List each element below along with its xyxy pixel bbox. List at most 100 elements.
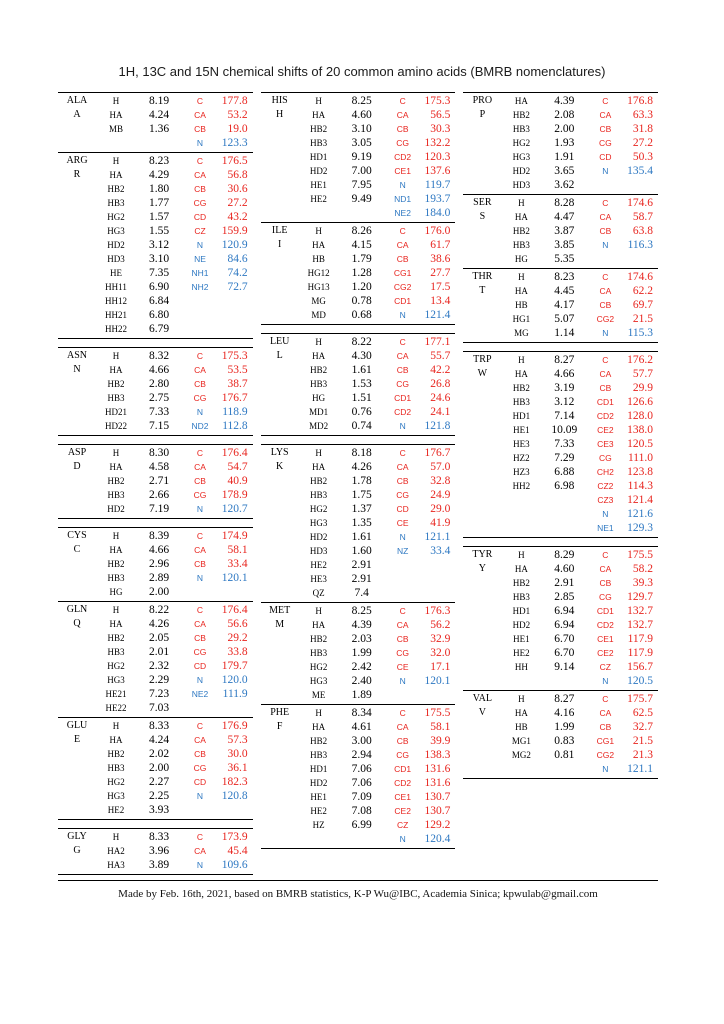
shift-rows: H 8.22 C 177.1 HA 4.30 CA 55.7 HB2 1.61 … (299, 335, 456, 433)
residue-code: Y (478, 563, 486, 574)
heavy-shift-value: 138.0 (627, 424, 654, 436)
proton-atom-name: HB2 (512, 578, 530, 588)
proton-atom-name: HB (312, 254, 325, 264)
amino-acid-block-glu: GLU E H 8.33 C 176.9 HA 4.24 CA 57.3 HB2… (58, 717, 253, 820)
heavy-shift-value: 137.6 (424, 165, 451, 177)
residue-code: M (275, 619, 285, 630)
heavy-shift-value: 32.9 (430, 633, 451, 645)
proton-atom-name: HH22 (105, 324, 127, 334)
shift-rows: H 8.30 C 176.4 HA 4.58 CA 54.7 HB2 2.71 … (96, 446, 253, 516)
heavy-shift-value: 56.5 (430, 109, 451, 121)
heavy-atom-name: CE2 (597, 648, 614, 658)
proton-atom-name: HB3 (512, 124, 530, 134)
proton-shift-value: 6.94 (554, 605, 575, 617)
shift-row: H 8.39 C 174.9 (96, 529, 253, 543)
shift-row: HG2 2.32 CD 179.7 (96, 659, 253, 673)
proton-shift-value: 8.34 (351, 707, 372, 719)
heavy-shift-value: 176.8 (627, 95, 654, 107)
proton-atom-name: HB3 (107, 573, 125, 583)
shift-row: HA 4.60 CA 56.5 (299, 108, 456, 122)
proton-shift-value: 4.30 (351, 350, 372, 362)
shift-row: HB2 2.71 CB 40.9 (96, 474, 253, 488)
proton-shift-value: 7.06 (351, 777, 372, 789)
heavy-shift-value (218, 803, 253, 817)
table-column-1: ALA A H 8.19 C 177.8 HA 4.24 CA 53.2 MB … (58, 92, 253, 875)
proton-atom-name: H (315, 448, 322, 458)
residue-code: A (73, 109, 81, 120)
proton-shift-value: 2.02 (148, 748, 170, 760)
proton-atom-name: HD1 (512, 606, 531, 616)
shift-row: HG3 1.55 CZ 159.9 (96, 224, 253, 238)
residue-label: GLN Q (58, 603, 96, 715)
proton-atom-name: HH2 (512, 481, 531, 491)
proton-shift-value: 1.53 (351, 378, 372, 390)
heavy-shift-value: 30.0 (227, 748, 248, 760)
proton-atom-name (501, 507, 541, 521)
heavy-shift-value: 120.5 (627, 438, 654, 450)
heavy-shift-value: 29.2 (227, 632, 248, 644)
shift-row: HA 4.39 C 176.8 (501, 94, 658, 108)
heavy-shift-value: 111.9 (222, 688, 248, 700)
residue-label: ASN N (58, 349, 96, 433)
proton-shift-value: 2.85 (554, 591, 575, 603)
proton-shift-value: 3.12 (148, 239, 170, 251)
residue-name: GLN (66, 604, 88, 615)
shift-row: N 123.3 (96, 136, 253, 150)
proton-shift-value: 0.74 (351, 420, 372, 432)
proton-atom-name: H (112, 448, 120, 458)
heavy-atom-name: CD (599, 152, 612, 162)
heavy-atom-name: CG (396, 648, 410, 658)
heavy-atom-name: CA (194, 170, 206, 180)
shift-row: HB2 3.19 CB 29.9 (501, 381, 658, 395)
proton-atom-name: HG2 (309, 662, 328, 672)
heavy-atom-name: C (399, 337, 406, 347)
heavy-atom-name: CB (194, 749, 206, 759)
proton-shift-value: 6.94 (554, 619, 575, 631)
heavy-shift-value: 21.3 (632, 749, 654, 761)
heavy-shift-value: 128.0 (627, 410, 654, 422)
heavy-shift-value: 21.5 (632, 735, 654, 747)
residue-label: CYS C (58, 529, 96, 599)
heavy-atom-name: CA (396, 620, 409, 630)
proton-shift-value: 2.80 (148, 378, 170, 390)
heavy-shift-value: 175.5 (424, 707, 451, 719)
shift-rows: H 8.29 C 175.5 HA 4.60 CA 58.2 HB2 2.91 … (501, 548, 658, 688)
residue-label: LYS K (261, 446, 299, 600)
proton-atom-name: HB2 (512, 110, 530, 120)
heavy-atom-name: C (399, 708, 406, 718)
heavy-shift-value: 30.6 (227, 183, 248, 195)
heavy-shift-value: 130.7 (424, 791, 451, 803)
proton-atom-name: HB2 (107, 476, 125, 486)
proton-shift-value: 6.80 (148, 309, 170, 321)
proton-atom-name: HG1 (512, 314, 531, 324)
residue-code: W (477, 368, 488, 379)
shift-row: HA 4.24 CA 53.2 (96, 108, 253, 122)
proton-shift-value: 7.33 (554, 438, 575, 450)
heavy-atom-name: CD (396, 504, 409, 514)
heavy-atom-name: C (196, 351, 204, 361)
shift-row: HH2 6.98 CZ2 114.3 (501, 479, 658, 493)
shift-row: H 8.23 C 174.6 (501, 270, 658, 284)
heavy-shift-value: 13.4 (430, 295, 451, 307)
proton-atom-name: HH21 (105, 310, 127, 320)
heavy-atom-name: C (196, 531, 204, 541)
heavy-atom-name: CG (598, 138, 612, 148)
proton-shift-value (136, 136, 182, 150)
heavy-shift-value: 132.7 (627, 605, 654, 617)
heavy-atom-name: N (602, 509, 609, 519)
proton-atom-name: HZ (312, 820, 325, 830)
proton-shift-value: 4.45 (554, 285, 575, 297)
proton-shift-value: 6.88 (554, 466, 575, 478)
heavy-atom-name: CD1 (394, 393, 412, 403)
proton-atom-name: HB2 (310, 476, 328, 486)
proton-atom-name: HG12 (307, 268, 330, 278)
shift-row: MB 1.36 CB 19.0 (96, 122, 253, 136)
residue-name: ARG (66, 155, 88, 166)
shift-row: H 8.25 C 176.3 (299, 604, 456, 618)
residue-name: CYS (67, 530, 87, 541)
heavy-shift-value: 174.6 (627, 197, 654, 209)
heavy-atom-name: C (399, 96, 406, 106)
heavy-shift-value: 74.2 (227, 267, 248, 279)
shift-row: HE3 2.91 (299, 572, 456, 586)
heavy-atom-name: NH2 (191, 282, 209, 292)
